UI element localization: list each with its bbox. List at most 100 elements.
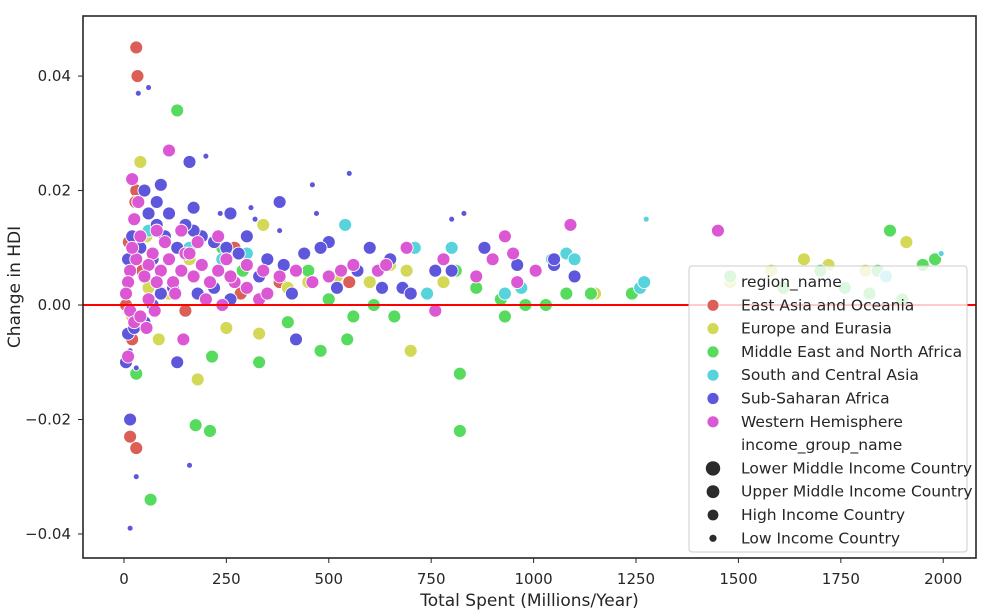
legend-entry-label: High Income Country — [741, 506, 905, 524]
data-point — [428, 263, 443, 278]
y-tick-label: −0.02 — [25, 410, 71, 428]
data-point — [436, 252, 451, 267]
legend-entry-label: Western Hemisphere — [741, 413, 903, 431]
data-point — [133, 229, 148, 244]
data-point — [567, 269, 582, 284]
y-tick-label: −0.04 — [25, 525, 71, 543]
data-point — [297, 246, 312, 261]
data-point — [346, 309, 361, 324]
data-point — [313, 240, 328, 255]
data-point — [151, 332, 166, 347]
data-point — [379, 258, 394, 272]
data-point — [131, 195, 146, 209]
data-point — [260, 286, 275, 301]
x-axis: 0 250 500 750 1000 1250 1500 1750 2000 — [119, 558, 962, 588]
data-point — [134, 89, 142, 97]
data-point — [190, 372, 205, 387]
data-point — [340, 332, 355, 347]
data-point — [637, 275, 652, 290]
data-point — [133, 309, 148, 324]
data-point — [203, 423, 217, 438]
legend-entry-label: Sub-Saharan Africa — [741, 390, 890, 408]
data-point — [583, 286, 598, 301]
data-point — [205, 349, 219, 364]
legend-box — [688, 265, 968, 553]
data-point — [174, 223, 189, 238]
data-point — [121, 275, 136, 290]
x-tick-label: 250 — [212, 570, 241, 588]
data-point — [899, 235, 914, 250]
data-point — [178, 303, 193, 318]
data-point — [342, 275, 357, 290]
data-point — [420, 286, 435, 301]
data-point — [497, 309, 512, 324]
data-point — [149, 195, 164, 209]
data-point — [567, 252, 582, 267]
legend-rows: region_name East Asia and Oceania Europe a… — [705, 273, 973, 547]
x-tick-label: 1250 — [617, 570, 655, 588]
data-point — [485, 252, 500, 267]
data-point — [170, 103, 185, 118]
legend-entry-label: Upper Middle Income Country — [741, 483, 973, 501]
data-point — [186, 269, 201, 284]
data-point — [239, 229, 254, 244]
x-tick-label: 1000 — [515, 570, 553, 588]
data-point — [256, 263, 271, 278]
data-point — [223, 269, 238, 284]
data-point — [216, 210, 224, 217]
data-point — [188, 418, 203, 433]
x-axis-label: Total Spent (Millions/Year) — [419, 591, 639, 611]
x-tick-label: 2000 — [924, 570, 962, 588]
data-point — [125, 240, 140, 255]
data-point — [642, 215, 650, 223]
y-axis-label: Change in HDI — [5, 226, 25, 348]
data-point — [211, 263, 226, 278]
data-point — [182, 154, 197, 169]
data-point — [129, 40, 144, 55]
data-point — [170, 355, 185, 370]
x-tick-label: 750 — [417, 570, 446, 588]
data-point — [186, 200, 201, 215]
data-point — [137, 269, 152, 284]
data-point — [284, 286, 299, 301]
data-point — [166, 275, 181, 290]
legend-size-marker — [706, 485, 720, 499]
data-point — [153, 177, 168, 192]
data-point — [162, 206, 176, 221]
data-point — [133, 154, 148, 169]
data-point — [145, 84, 152, 91]
data-point — [460, 210, 468, 217]
data-point — [321, 269, 336, 284]
data-point — [141, 206, 156, 221]
data-point — [308, 181, 316, 189]
legend-marker — [706, 345, 720, 359]
data-point — [313, 343, 328, 358]
data-point — [362, 240, 377, 255]
data-point — [559, 286, 574, 301]
legend-entry-label: Low Income Country — [741, 529, 900, 547]
data-point — [289, 332, 303, 347]
plot-frame — [82, 15, 977, 559]
data-point — [130, 69, 145, 84]
data-point — [190, 235, 205, 250]
legend-entry-label: Europe and Eurasia — [741, 320, 892, 338]
y-tick-label: 0.04 — [38, 67, 71, 85]
data-point — [797, 252, 811, 267]
data-point — [176, 332, 191, 347]
data-point — [436, 275, 451, 290]
data-point — [334, 263, 349, 278]
data-point — [330, 280, 344, 295]
data-point — [123, 429, 138, 444]
data-point — [132, 364, 140, 372]
data-point — [202, 152, 210, 160]
data-point — [121, 349, 136, 364]
data-point — [251, 215, 259, 223]
data-point — [272, 195, 287, 209]
data-point — [547, 252, 562, 267]
data-point — [149, 275, 164, 290]
data-point — [123, 263, 138, 278]
data-point — [444, 263, 459, 278]
data-point — [149, 223, 164, 238]
data-point — [219, 252, 234, 267]
data-point — [157, 235, 172, 250]
